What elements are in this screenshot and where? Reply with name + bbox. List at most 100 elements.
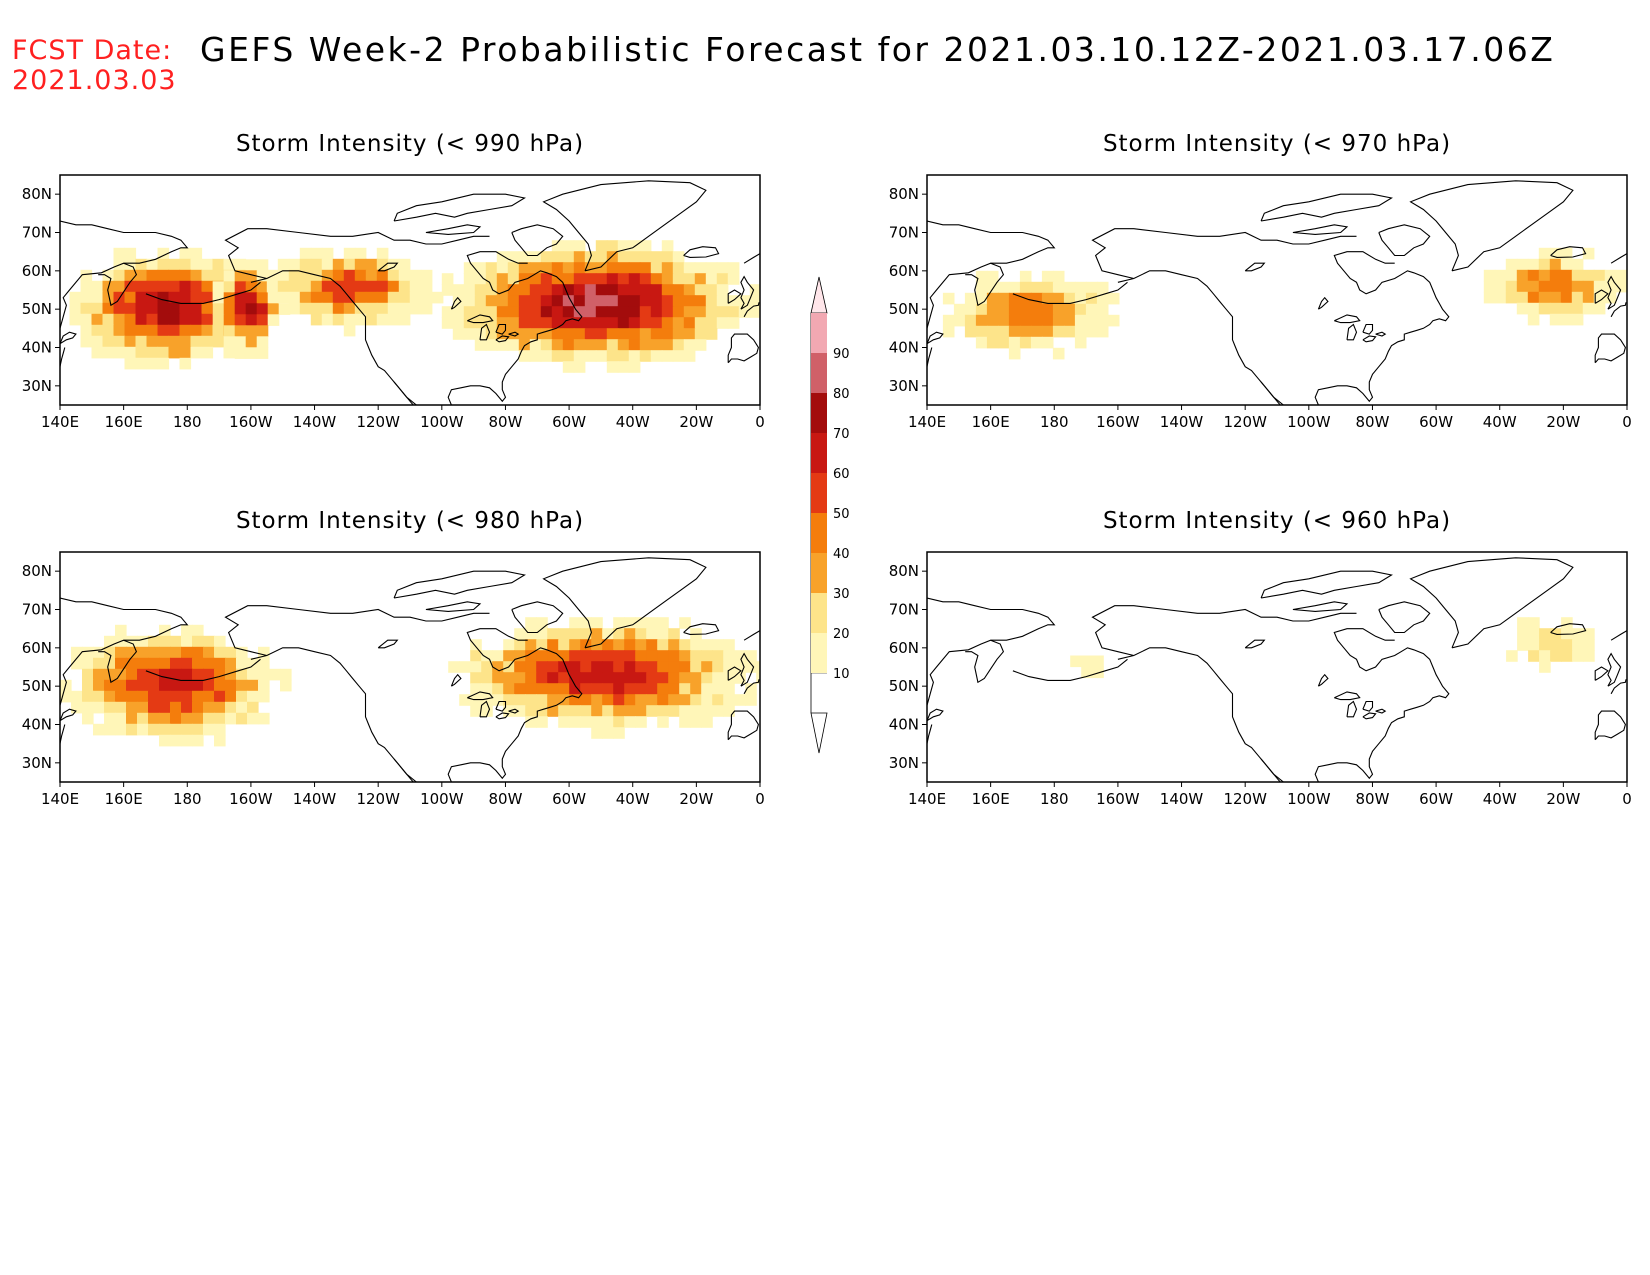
prob-cell [463, 306, 476, 318]
prob-cell [518, 251, 531, 263]
prob-cell [168, 335, 181, 348]
prob-cell [723, 683, 735, 695]
prob-cell [1527, 280, 1540, 293]
prob-cell [212, 335, 225, 348]
coastline [1117, 270, 1281, 405]
prob-cell [694, 295, 707, 307]
prob-cell [71, 690, 83, 703]
prob-cell [1030, 292, 1043, 305]
prob-cell [613, 628, 625, 640]
prob-cell [624, 650, 636, 662]
prob-cell [1517, 639, 1529, 651]
prob-cell [986, 281, 999, 294]
coastline [495, 335, 510, 343]
prob-cell [181, 635, 193, 648]
prob-cell [91, 335, 104, 348]
lon-tick-label: 60W [552, 790, 586, 808]
prob-cell [93, 723, 105, 736]
prob-cell [135, 346, 148, 359]
lon-tick-label: 140W [293, 790, 337, 808]
prob-cell [115, 646, 127, 659]
prob-cell [661, 328, 674, 340]
prob-cell [591, 661, 603, 673]
map-frame [926, 551, 1628, 783]
prob-cell [624, 639, 636, 651]
prob-cell [1085, 303, 1098, 316]
coastline [743, 302, 760, 318]
prob-cell [223, 346, 236, 359]
prob-cell [716, 262, 729, 274]
prob-cell [91, 313, 104, 326]
prob-cell [723, 705, 735, 717]
prob-cell [595, 350, 608, 362]
prob-cell [1539, 639, 1551, 651]
prob-cell [639, 262, 652, 274]
prob-cell [245, 270, 258, 282]
prob-cell [602, 661, 614, 673]
prob-cell [137, 668, 149, 681]
coastline [393, 758, 417, 782]
prob-cell [277, 291, 290, 304]
prob-cell [551, 273, 564, 285]
prob-cell [573, 295, 586, 307]
prob-cell [1505, 291, 1518, 304]
prob-cell [591, 617, 603, 629]
prob-cell [365, 291, 378, 304]
panel-title: Storm Intensity (< 990 hPa) [236, 131, 584, 157]
prob-cell [190, 247, 203, 260]
prob-cell [113, 302, 126, 315]
prob-cell [398, 291, 411, 304]
prob-cell [551, 350, 564, 362]
coastline [1378, 601, 1431, 634]
prob-cell [223, 336, 236, 348]
prob-cell [376, 291, 389, 304]
prob-cell [332, 280, 345, 293]
prob-cell [236, 668, 248, 681]
prob-cell [354, 313, 367, 326]
prob-cell [267, 292, 280, 304]
prob-cell [1008, 325, 1021, 338]
prob-cell [635, 694, 647, 706]
coastline [1244, 639, 1266, 649]
prob-cell [650, 328, 663, 340]
coastline [927, 220, 1056, 264]
lon-tick-label: 120W [1223, 790, 1267, 808]
prob-cell [256, 270, 269, 282]
prob-cell [82, 646, 94, 659]
prob-cell [80, 291, 93, 304]
prob-cell [646, 694, 658, 706]
prob-cell [580, 661, 592, 673]
prob-cell [1008, 292, 1021, 305]
prob-cell [569, 672, 581, 684]
prob-cell [712, 672, 724, 684]
prob-cell [179, 335, 192, 348]
prob-cell [1085, 325, 1098, 338]
prob-cell [343, 324, 356, 337]
prob-cell [701, 716, 713, 728]
prob-cell [661, 295, 674, 307]
prob-cell [635, 628, 647, 640]
prob-cell [551, 262, 564, 274]
lon-tick-label: 40W [1483, 413, 1517, 431]
coastline [495, 712, 510, 720]
coastline [450, 673, 462, 687]
prob-cell [580, 617, 592, 629]
prob-cell [146, 291, 159, 304]
lat-tick-label: 40N [889, 716, 919, 734]
coastline [1550, 246, 1587, 258]
prob-cell [749, 295, 760, 307]
prob-cell [148, 690, 160, 703]
colorbar-level-label: 70 [833, 427, 850, 442]
prob-cell [540, 273, 553, 285]
prob-cell [514, 694, 526, 706]
prob-cell [1572, 639, 1584, 651]
prob-cell [1107, 292, 1120, 305]
prob-cell [749, 306, 760, 318]
prob-cell [266, 280, 279, 293]
prob-cell [179, 269, 192, 282]
prob-cell [71, 701, 83, 714]
prob-cell [137, 657, 149, 670]
prob-cell [997, 336, 1010, 349]
coastline [447, 628, 583, 782]
prob-cell [113, 335, 126, 348]
